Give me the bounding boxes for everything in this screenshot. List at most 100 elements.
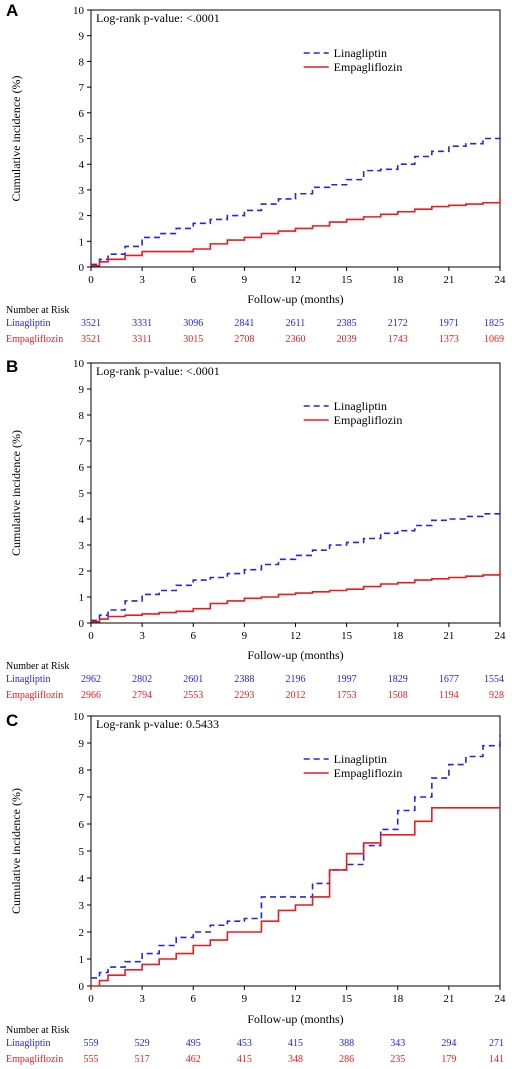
x-axis-label: Follow-up (months) xyxy=(247,648,343,662)
risk-cell: 179 xyxy=(441,1054,456,1065)
y-tick-label: 10 xyxy=(73,711,85,723)
risk-row-label-linagliptin: Linagliptin xyxy=(6,1038,50,1049)
risk-table-label: Number at Risk xyxy=(6,305,69,316)
risk-cell: 2360 xyxy=(286,334,306,345)
y-tick-label: 9 xyxy=(79,31,85,43)
risk-cell: 294 xyxy=(441,1038,456,1049)
y-tick-label: 2 xyxy=(79,211,85,223)
risk-cell: 343 xyxy=(390,1038,405,1049)
x-axis-label: Follow-up (months) xyxy=(247,292,343,306)
y-tick-label: 5 xyxy=(79,134,85,146)
x-tick-label: 9 xyxy=(242,993,248,1005)
x-tick-label: 6 xyxy=(191,630,197,642)
x-tick-label: 6 xyxy=(191,993,197,1005)
y-tick-label: 9 xyxy=(79,384,85,396)
risk-cell: 1194 xyxy=(439,690,459,701)
y-tick-label: 4 xyxy=(79,159,85,171)
risk-cell: 2553 xyxy=(183,690,203,701)
risk-cell: 2293 xyxy=(234,690,254,701)
legend-label-linagliptin: Linagliptin xyxy=(334,399,387,413)
risk-cell: 2385 xyxy=(337,318,357,329)
series-line-empagliflozin xyxy=(91,807,500,987)
y-tick-label: 4 xyxy=(79,873,85,885)
risk-cell: 453 xyxy=(237,1038,252,1049)
y-tick-label: 0 xyxy=(79,618,85,630)
x-tick-label: 9 xyxy=(242,630,248,642)
y-tick-label: 6 xyxy=(79,108,85,120)
y-tick-label: 9 xyxy=(79,738,85,750)
y-tick-label: 3 xyxy=(79,185,85,197)
risk-cell: 2962 xyxy=(81,674,101,685)
y-tick-label: 0 xyxy=(79,262,85,274)
log-rank-annotation: Log-rank p-value: <.0001 xyxy=(96,364,220,378)
y-tick-label: 8 xyxy=(79,56,85,68)
y-tick-label: 1 xyxy=(79,954,85,966)
y-tick-label: 6 xyxy=(79,819,85,831)
x-tick-label: 21 xyxy=(443,993,454,1005)
risk-cell: 559 xyxy=(84,1038,99,1049)
x-axis-label: Follow-up (months) xyxy=(247,1012,343,1026)
risk-cell: 1825 xyxy=(484,318,504,329)
y-tick-label: 3 xyxy=(79,540,85,552)
x-tick-label: 12 xyxy=(290,993,301,1005)
risk-cell: 286 xyxy=(339,1054,354,1065)
y-tick-label: 0 xyxy=(79,981,85,993)
x-tick-label: 18 xyxy=(392,993,404,1005)
y-axis-label: Cumulative incidence (%) xyxy=(9,76,23,202)
risk-cell: 3311 xyxy=(132,334,152,345)
risk-cell: 388 xyxy=(339,1038,354,1049)
panel-letter: A xyxy=(6,1,18,20)
x-tick-label: 15 xyxy=(341,993,353,1005)
x-tick-label: 0 xyxy=(88,274,94,286)
risk-cell: 2794 xyxy=(132,690,152,701)
y-tick-label: 4 xyxy=(79,514,85,526)
panel-letter: C xyxy=(6,711,18,730)
risk-cell: 1997 xyxy=(337,674,357,685)
risk-row-label-empagliflozin: Empagliflozin xyxy=(6,690,63,701)
risk-table-label: Number at Risk xyxy=(6,1025,69,1036)
series-line-empagliflozin xyxy=(91,197,501,267)
risk-cell: 415 xyxy=(237,1054,252,1065)
series-line-empagliflozin xyxy=(91,571,501,623)
x-tick-label: 3 xyxy=(139,274,145,286)
y-tick-label: 5 xyxy=(79,488,85,500)
risk-cell: 928 xyxy=(489,690,504,701)
legend-label-linagliptin: Linagliptin xyxy=(334,46,387,60)
risk-cell: 3521 xyxy=(81,318,101,329)
y-tick-label: 3 xyxy=(79,900,85,912)
series-line-linagliptin xyxy=(91,133,501,266)
x-tick-label: 15 xyxy=(341,274,353,286)
y-tick-label: 1 xyxy=(79,236,85,248)
y-tick-label: 1 xyxy=(79,592,85,604)
risk-cell: 462 xyxy=(186,1054,201,1065)
y-tick-label: 2 xyxy=(79,927,85,939)
risk-cell: 1373 xyxy=(439,334,459,345)
risk-cell: 2601 xyxy=(183,674,203,685)
legend-label-empagliflozin: Empagliflozin xyxy=(334,766,403,780)
risk-cell: 415 xyxy=(288,1038,303,1049)
risk-table-label: Number at Risk xyxy=(6,661,69,672)
y-axis-label: Cumulative incidence (%) xyxy=(9,788,23,914)
risk-cell: 2841 xyxy=(234,318,254,329)
x-tick-label: 0 xyxy=(88,630,94,642)
x-tick-label: 3 xyxy=(139,630,145,642)
risk-cell: 348 xyxy=(288,1054,303,1065)
risk-cell: 2172 xyxy=(388,318,408,329)
x-tick-label: 15 xyxy=(341,630,353,642)
x-tick-label: 0 xyxy=(88,993,94,1005)
risk-cell: 3331 xyxy=(132,318,152,329)
risk-cell: 3521 xyxy=(81,334,101,345)
risk-row-label-empagliflozin: Empagliflozin xyxy=(6,334,63,345)
risk-row-label-linagliptin: Linagliptin xyxy=(6,674,50,685)
risk-cell: 517 xyxy=(135,1054,150,1065)
panel-letter: B xyxy=(6,357,18,376)
x-tick-label: 3 xyxy=(139,993,145,1005)
y-tick-label: 7 xyxy=(79,82,85,94)
x-tick-label: 12 xyxy=(290,630,301,642)
series-line-linagliptin xyxy=(91,508,501,622)
x-tick-label: 21 xyxy=(443,274,454,286)
y-tick-label: 7 xyxy=(79,792,85,804)
series-line-linagliptin xyxy=(91,734,501,979)
